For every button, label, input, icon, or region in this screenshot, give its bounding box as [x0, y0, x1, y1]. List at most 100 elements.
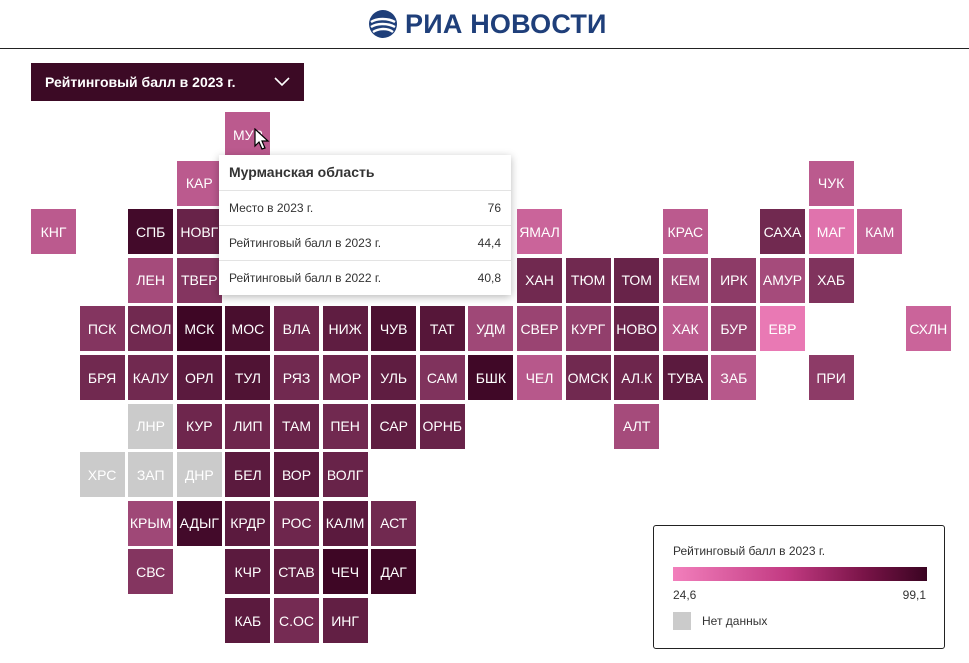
legend-title: Рейтинговый балл в 2023 г.	[673, 544, 826, 558]
region-tile-14[interactable]: ТЮМ	[565, 257, 611, 303]
region-tile-24[interactable]: ВЛА	[274, 306, 319, 352]
region-tile-36[interactable]: БРЯ	[79, 355, 125, 400]
tooltip-row-label: Рейтинговый балл в 2022 г.	[229, 271, 382, 285]
region-tile-77[interactable]: С.ОС	[274, 598, 319, 643]
region-tile-70[interactable]: АСТ	[371, 500, 417, 546]
region-tile-34[interactable]: ЕВР	[760, 306, 805, 352]
region-tile-64[interactable]: ВОЛГ	[322, 452, 368, 498]
region-tile-53[interactable]: ЛИП	[225, 403, 271, 449]
region-tile-63[interactable]: ВОР	[274, 452, 319, 498]
tooltip-row: Рейтинговый балл в 2023 г. 44,4	[219, 226, 511, 261]
region-tile-32[interactable]: ХАК	[662, 306, 708, 352]
metric-dropdown[interactable]: Рейтинговый балл в 2023 г.	[31, 63, 304, 101]
region-tile-15[interactable]: ТОМ	[614, 257, 660, 303]
region-tile-47[interactable]: АЛ.К	[614, 355, 660, 400]
tooltip-row-value: 76	[487, 201, 501, 215]
region-tile-30[interactable]: КУРГ	[565, 306, 611, 352]
region-tile-55[interactable]: ПЕН	[322, 403, 368, 449]
region-tile-37[interactable]: КАЛУ	[128, 355, 174, 400]
tooltip-row: Рейтинговый балл в 2022 г. 40,8	[219, 261, 511, 295]
region-tile-60[interactable]: ЗАП	[128, 452, 174, 498]
region-tile-59[interactable]: ХРС	[79, 452, 125, 498]
region-tile-61[interactable]: ДНР	[176, 452, 222, 498]
color-legend: Рейтинговый балл в 2023 г. 24,6 99,1 Нет…	[653, 525, 945, 649]
region-tile-44[interactable]: БШК	[468, 355, 514, 400]
region-tile-29[interactable]: СВЕР	[517, 306, 562, 352]
region-tile-54[interactable]: ТАМ	[274, 403, 319, 449]
site-header: РИА НОВОСТИ	[0, 0, 969, 49]
no-data-swatch	[673, 612, 691, 630]
region-tile-73[interactable]: СТАВ	[274, 549, 319, 595]
region-tile-72[interactable]: КЧР	[225, 549, 271, 595]
region-tile-11[interactable]: ЛЕН	[128, 257, 174, 303]
region-tile-39[interactable]: ТУЛ	[225, 355, 271, 400]
region-tile-16[interactable]: КЕМ	[662, 257, 708, 303]
tooltip-row-value: 44,4	[477, 236, 501, 250]
region-tile-75[interactable]: ДАГ	[371, 549, 417, 595]
region-tile-46[interactable]: ОМСК	[565, 355, 611, 400]
dropdown-selected-value: Рейтинговый балл в 2023 г.	[45, 74, 236, 90]
region-tile-4[interactable]: СПБ	[128, 209, 174, 255]
tooltip-row-label: Место в 2023 г.	[229, 201, 314, 215]
region-tile-25[interactable]: НИЖ	[322, 306, 368, 352]
region-tile-20[interactable]: ПСК	[79, 306, 125, 352]
region-tile-76[interactable]: КАБ	[225, 598, 271, 643]
region-tile-40[interactable]: РЯЗ	[274, 355, 319, 400]
region-tile-1[interactable]: КАР	[176, 160, 222, 206]
region-tile-65[interactable]: КРЫМ	[128, 500, 174, 546]
region-tile-2[interactable]: ЧУК	[808, 160, 854, 206]
region-tile-13[interactable]: ХАН	[517, 257, 562, 303]
tooltip-row-value: 40,8	[477, 271, 501, 285]
region-tile-26[interactable]: ЧУВ	[371, 306, 417, 352]
region-tile-52[interactable]: КУР	[176, 403, 222, 449]
region-tile-22[interactable]: МСК	[176, 306, 222, 352]
legend-min-label: 24,6	[673, 588, 697, 602]
region-tile-51[interactable]: ЛНР	[128, 403, 174, 449]
region-tile-33[interactable]: БУР	[711, 306, 757, 352]
region-tile-74[interactable]: ЧЕЧ	[322, 549, 368, 595]
ria-globe-icon	[369, 10, 397, 38]
region-tile-58[interactable]: АЛТ	[614, 403, 660, 449]
legend-gradient-bar	[673, 567, 927, 581]
region-tile-27[interactable]: ТАТ	[419, 306, 465, 352]
region-tile-49[interactable]: ЗАБ	[711, 355, 757, 400]
region-tile-78[interactable]: ИНГ	[322, 598, 368, 643]
region-tile-45[interactable]: ЧЕЛ	[517, 355, 562, 400]
tooltip-title: Мурманская область	[219, 155, 511, 191]
region-tile-67[interactable]: КРДР	[225, 500, 271, 546]
region-tile-38[interactable]: ОРЛ	[176, 355, 222, 400]
region-tile-19[interactable]: ХАБ	[808, 257, 854, 303]
region-tile-17[interactable]: ИРК	[711, 257, 757, 303]
region-tile-42[interactable]: УЛЬ	[371, 355, 417, 400]
no-data-label: Нет данных	[702, 614, 768, 628]
region-tile-9[interactable]: МАГ	[808, 209, 854, 255]
region-tile-68[interactable]: РОС	[274, 500, 319, 546]
region-tile-12[interactable]: ТВЕР	[176, 257, 222, 303]
region-tile-56[interactable]: САР	[371, 403, 417, 449]
region-tile-69[interactable]: КАЛМ	[322, 500, 368, 546]
region-tile-18[interactable]: АМУР	[760, 257, 805, 303]
region-tile-35[interactable]: СХЛН	[905, 306, 951, 352]
ria-logo[interactable]: РИА НОВОСТИ	[368, 8, 607, 40]
region-tile-66[interactable]: АДЫГ	[176, 500, 222, 546]
region-tile-57[interactable]: ОРНБ	[419, 403, 465, 449]
region-tile-23[interactable]: МОС	[225, 306, 271, 352]
region-tile-48[interactable]: ТУВА	[662, 355, 708, 400]
region-tile-5[interactable]: НОВГ	[176, 209, 222, 255]
region-tile-31[interactable]: НОВО	[614, 306, 660, 352]
region-tile-21[interactable]: СМОЛ	[128, 306, 174, 352]
region-tooltip: Мурманская область Место в 2023 г. 76 Ре…	[219, 155, 511, 295]
region-tile-6[interactable]: ЯМАЛ	[517, 209, 562, 255]
region-tile-71[interactable]: СВС	[128, 549, 174, 595]
region-tile-43[interactable]: САМ	[419, 355, 465, 400]
region-tile-8[interactable]: САХА	[760, 209, 805, 255]
mouse-pointer-icon	[254, 128, 270, 150]
region-tile-10[interactable]: КАМ	[857, 209, 903, 255]
region-tile-50[interactable]: ПРИ	[808, 355, 854, 400]
region-tile-41[interactable]: МОР	[322, 355, 368, 400]
region-tile-7[interactable]: КРАС	[662, 209, 708, 255]
region-tile-28[interactable]: УДМ	[468, 306, 514, 352]
tooltip-row-label: Рейтинговый балл в 2023 г.	[229, 236, 382, 250]
region-tile-62[interactable]: БЕЛ	[225, 452, 271, 498]
region-tile-3[interactable]: КНГ	[31, 209, 76, 255]
